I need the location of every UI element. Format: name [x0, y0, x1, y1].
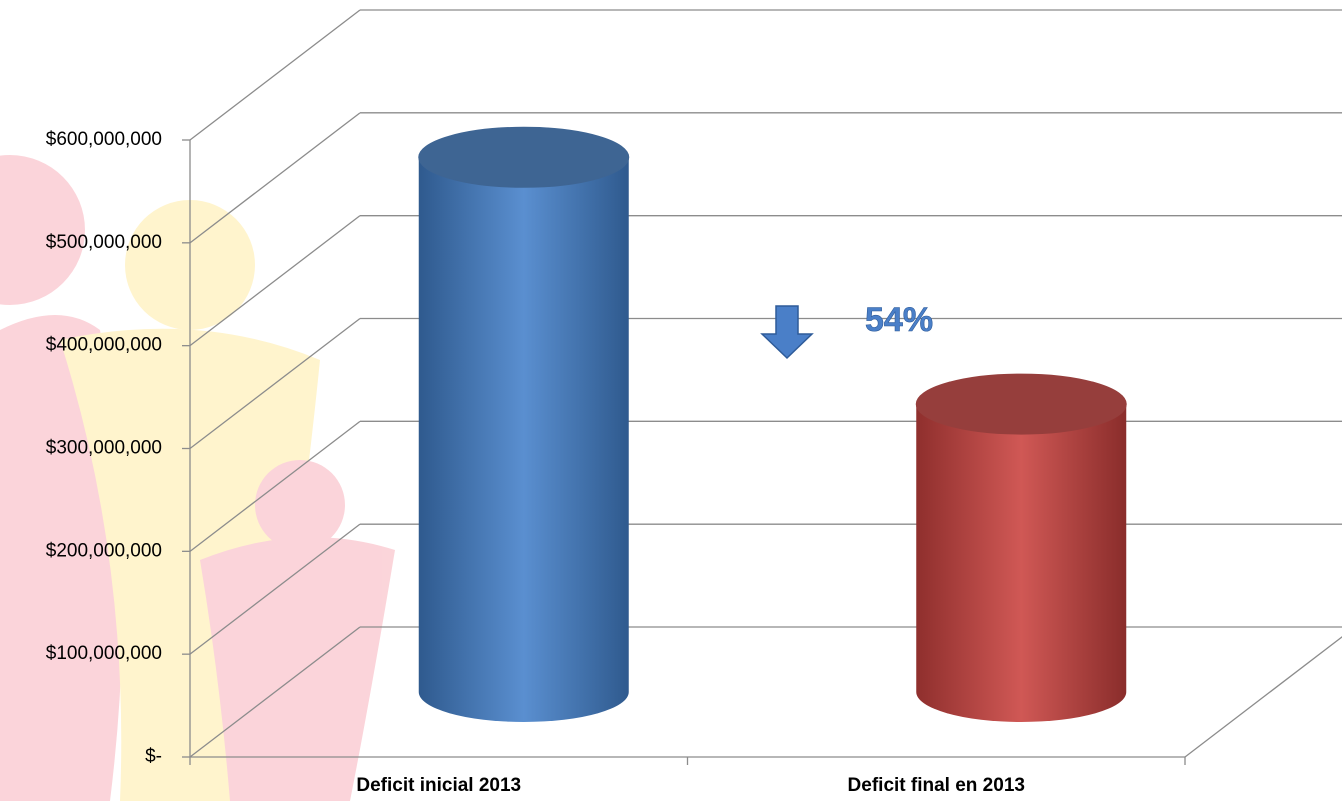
grid-line: [189, 317, 361, 450]
annotation: 54%: [865, 301, 933, 339]
grid-line: [189, 112, 361, 244]
bar: [418, 157, 629, 722]
x-tick-label: Deficit final en 2013: [848, 775, 1025, 796]
y-tick-label: $200,000,000: [46, 540, 162, 561]
grid-line: [189, 523, 361, 655]
floor-line: [1184, 636, 1342, 758]
x-tick-label: Deficit inicial 2013: [356, 775, 521, 796]
bar-top: [915, 373, 1127, 435]
grid-line: [189, 420, 361, 552]
grid-line: [189, 626, 361, 758]
grid-line: [189, 215, 361, 347]
bar: [916, 404, 1127, 722]
y-tick-label: $100,000,000: [46, 643, 162, 664]
y-tick-label: $600,000,000: [46, 129, 162, 150]
y-tick-label: $-: [145, 746, 162, 767]
bar-top: [418, 126, 630, 188]
y-tick-label: $500,000,000: [46, 232, 162, 253]
grid-line: [189, 9, 361, 141]
down-arrow: [760, 305, 814, 360]
y-tick-label: $300,000,000: [46, 438, 162, 459]
y-tick-label: $400,000,000: [46, 335, 162, 356]
